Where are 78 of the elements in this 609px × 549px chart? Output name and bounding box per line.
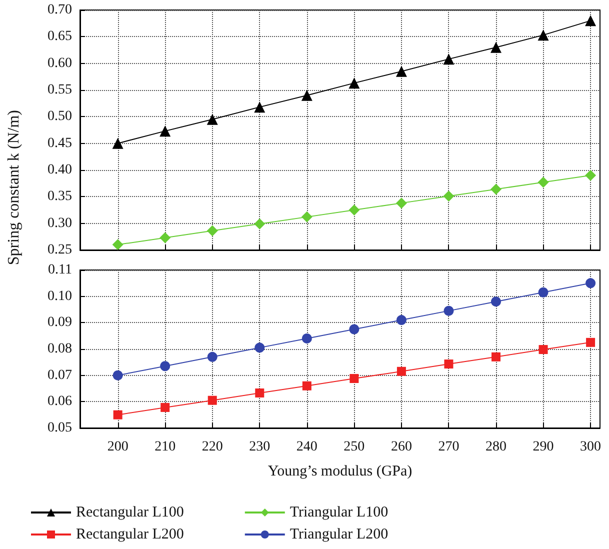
point [255,388,264,398]
point [254,342,265,353]
point [586,278,596,288]
point [112,239,124,250]
y-tick-label: 0.09 [48,315,72,330]
point [113,410,122,420]
x-tick-label: 230 [249,440,270,454]
point [490,42,502,53]
point [538,30,549,41]
point [160,232,171,244]
point [396,66,407,77]
y-tick-label: 0.35 [48,189,72,204]
point [302,381,312,390]
y-axis-title: Spring constant k (N/m) [6,110,22,266]
y-tick-label: 0.60 [48,56,72,71]
point [396,198,407,209]
x-tick-label: 200 [107,440,128,454]
legend-label: Triangular L200 [290,526,388,542]
point [207,352,218,362]
x-tick-label: 210 [154,440,176,454]
x-tick-label: 250 [344,440,365,454]
y-tick-label: 0.55 [48,82,72,98]
point [538,345,548,354]
point [160,361,170,372]
legend-label: Rectangular L200 [76,526,184,542]
point [254,102,266,113]
point [301,90,312,101]
point [443,190,454,202]
point [585,170,596,181]
point [538,176,549,188]
x-tick-label: 300 [580,440,602,454]
point [206,114,218,125]
x-tick-label: 270 [438,440,460,454]
y-tick-label: 0.25 [48,242,72,258]
point [443,54,454,65]
point [491,296,501,307]
point [396,366,406,376]
point [585,15,596,26]
y-tick-label: 0.05 [48,420,72,436]
y-tick-label: 0.06 [48,394,72,410]
point [302,333,312,344]
x-tick-label: 260 [390,440,412,454]
y-tick-label: 0.30 [48,216,72,231]
point [112,370,123,380]
point [206,225,218,236]
point [396,315,406,326]
point [586,338,596,347]
point [301,211,312,222]
point [538,287,548,298]
point [254,218,266,230]
y-tick-label: 0.70 [48,2,72,18]
point [348,204,360,216]
point [208,396,217,405]
y-tick-label: 0.07 [48,368,72,383]
x-tick-label: 240 [296,440,318,454]
point [350,374,359,383]
point [112,138,124,149]
legend-label: Triangular L100 [290,504,388,520]
point [349,324,360,334]
x-tick-label: 280 [486,440,506,454]
x-tick-label: 220 [202,440,223,454]
x-tick-label: 290 [532,440,554,454]
y-tick-label: 0.10 [48,288,72,304]
legend-label: Rectangular L100 [76,504,184,520]
y-tick-label: 0.45 [48,136,72,151]
x-axis-title: Young’s modulus (GPa) [268,464,412,480]
point [444,306,454,316]
point [160,126,171,137]
y-tick-label: 0.50 [48,109,72,124]
point [160,402,170,412]
point [348,78,360,89]
y-tick-label: 0.08 [48,342,72,356]
y-tick-label: 0.40 [48,162,72,178]
y-tick-label: 0.11 [48,262,72,278]
point [444,360,454,369]
y-tick-label: 0.65 [48,29,72,44]
point [492,352,500,362]
point [490,184,502,195]
